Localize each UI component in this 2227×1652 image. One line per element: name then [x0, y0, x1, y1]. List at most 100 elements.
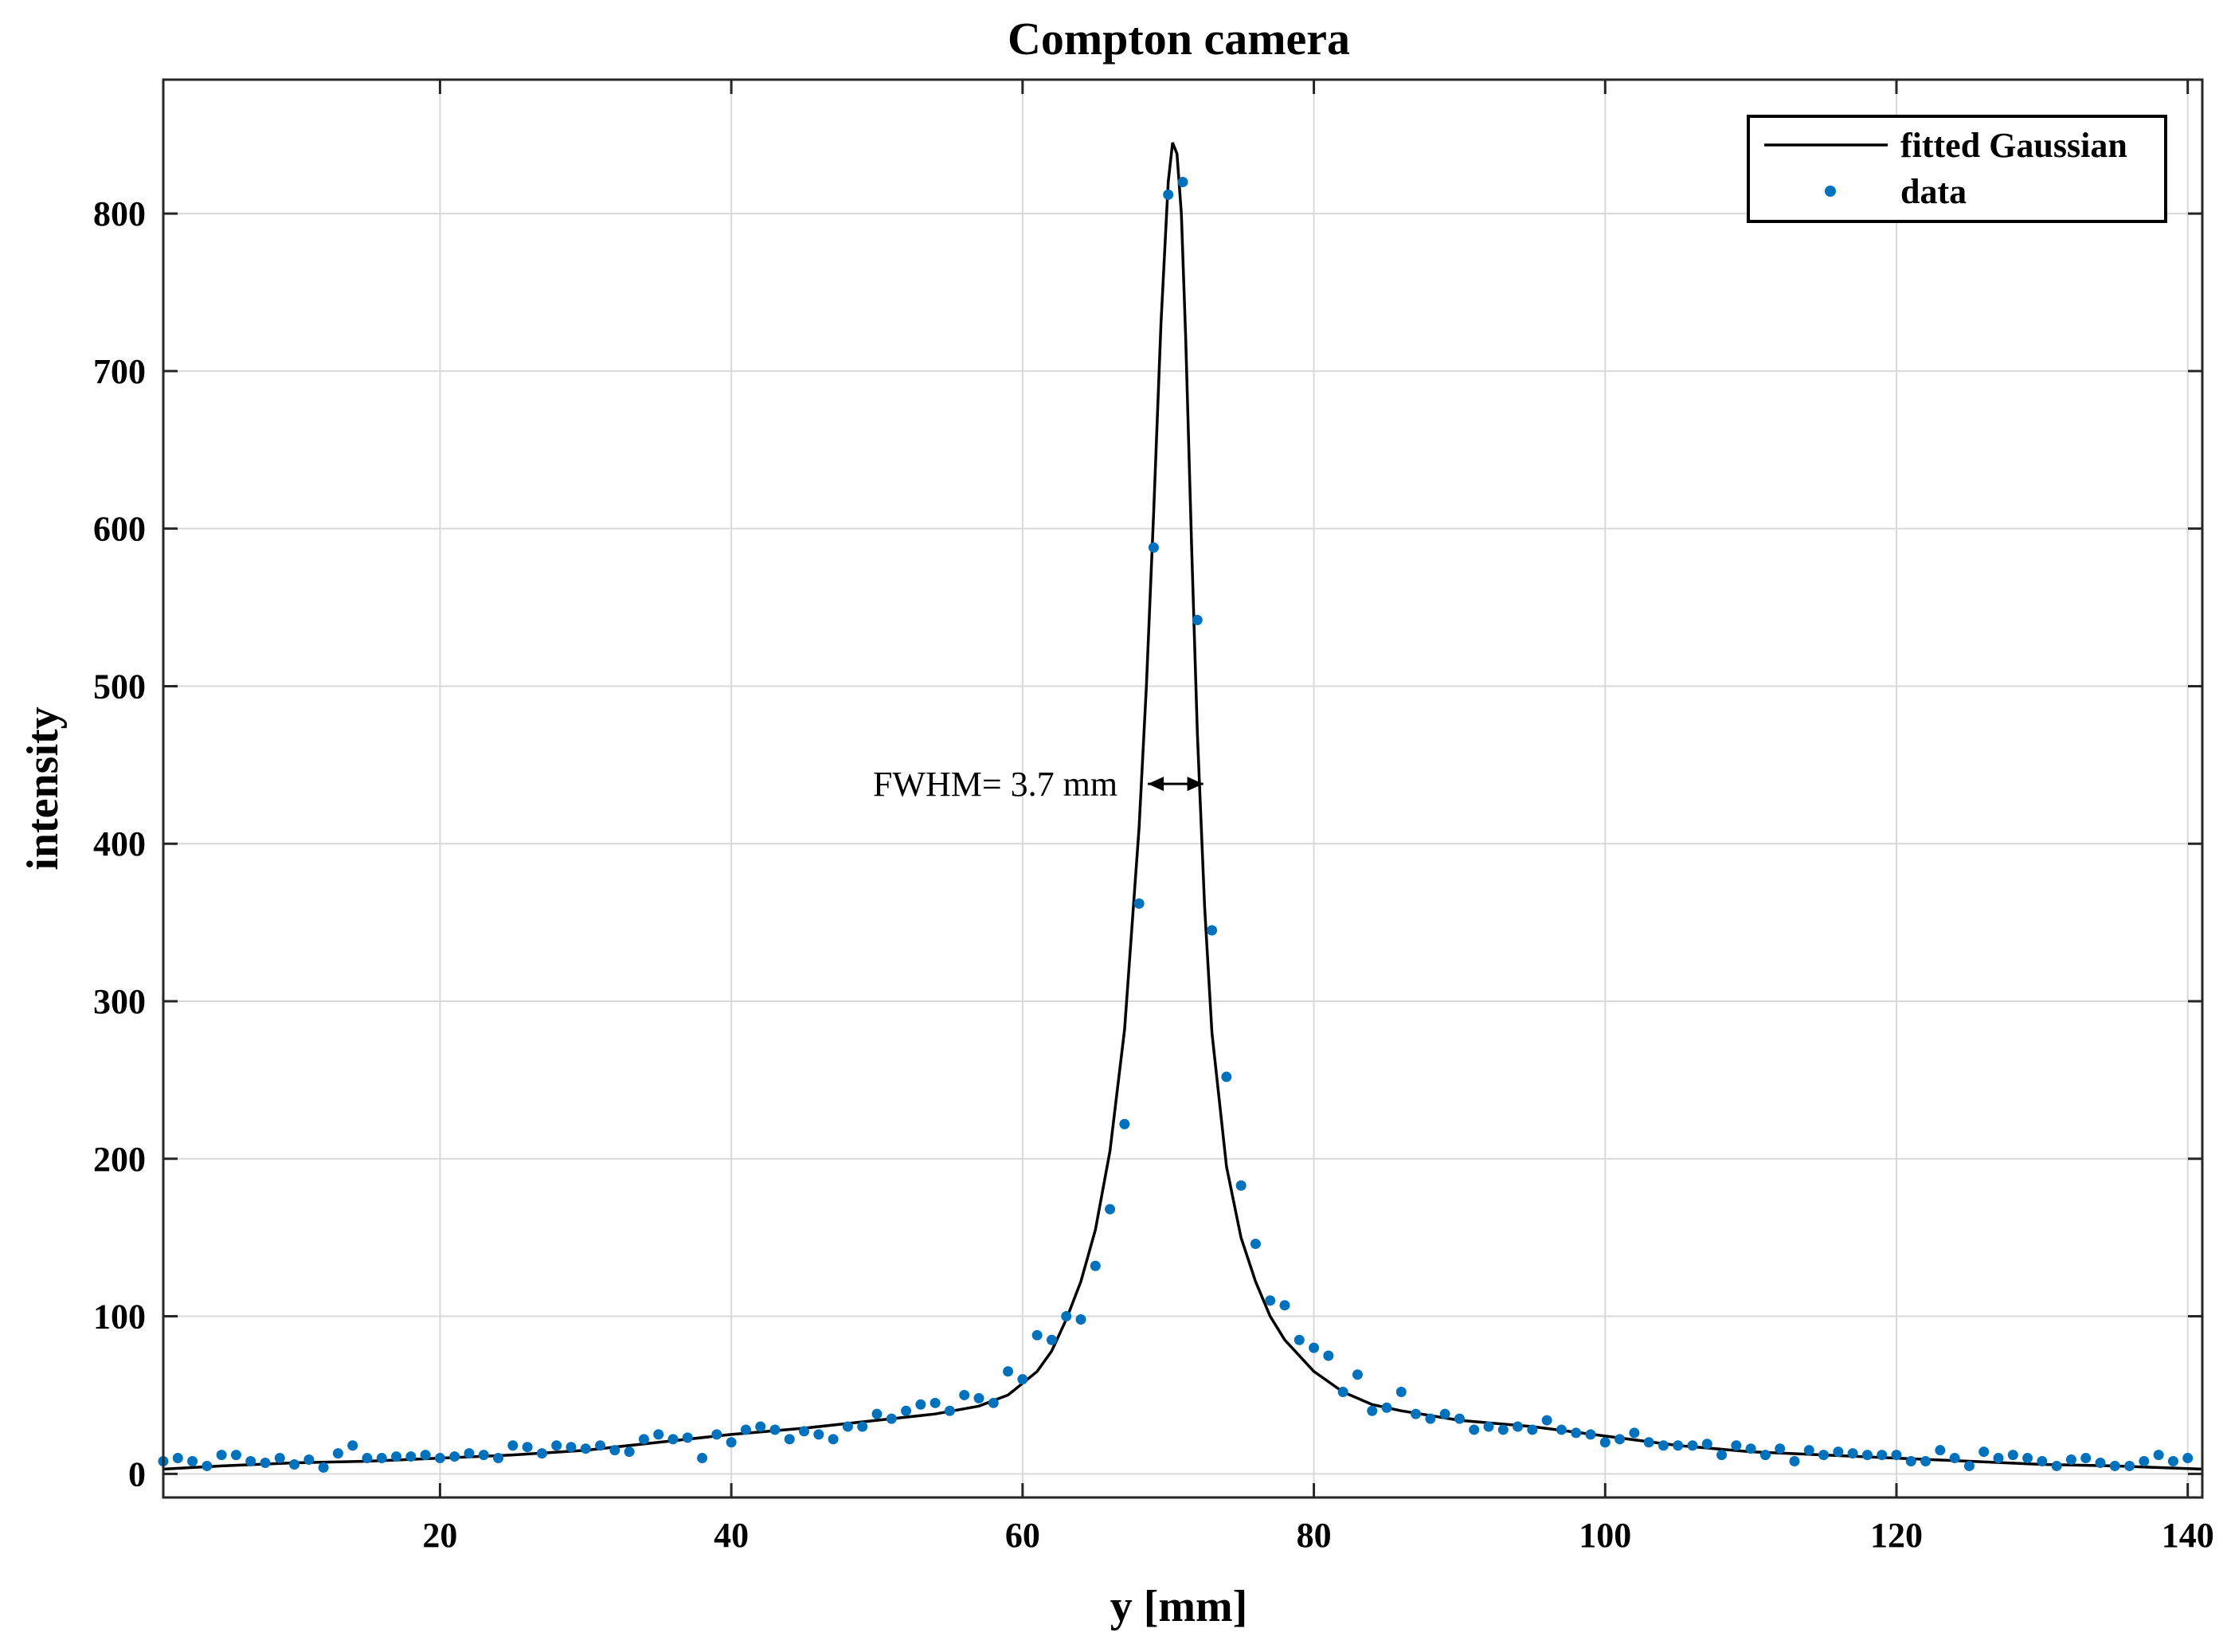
- data-point: [1061, 1311, 1072, 1322]
- y-tick-label: 100: [93, 1298, 146, 1337]
- y-tick-label: 400: [93, 824, 146, 863]
- data-point: [886, 1413, 897, 1424]
- y-tick-label: 300: [93, 982, 146, 1021]
- fwhm-label: FWHM= 3.7 mm: [873, 765, 1117, 804]
- data-point: [2037, 1456, 2048, 1467]
- data-point: [289, 1458, 300, 1470]
- data-point: [391, 1451, 402, 1462]
- data-point: [1556, 1424, 1567, 1435]
- data-point: [2153, 1450, 2164, 1461]
- data-point: [1745, 1443, 1756, 1454]
- data-point: [1789, 1456, 1800, 1467]
- data-point: [202, 1460, 213, 1471]
- data-point: [624, 1446, 635, 1458]
- data-point: [1731, 1440, 1742, 1451]
- data-point: [740, 1424, 751, 1435]
- data-point: [988, 1397, 999, 1408]
- x-axis-label: y [mm]: [1110, 1582, 1248, 1631]
- data-point: [1133, 898, 1145, 909]
- data-point: [1337, 1386, 1348, 1397]
- data-point: [1148, 542, 1159, 553]
- ticks-group: 20 40 60 80 100 120 140 0 100 200 300 400 500 600 700 8…: [93, 80, 2214, 1555]
- data-point: [2182, 1453, 2194, 1464]
- data-point: [303, 1454, 315, 1466]
- data-point: [2007, 1450, 2018, 1461]
- data-point: [260, 1457, 271, 1468]
- x-tick-label: 80: [1297, 1516, 1332, 1555]
- data-point: [682, 1432, 693, 1443]
- data-point: [245, 1456, 256, 1467]
- data-point: [2095, 1457, 2106, 1468]
- data-point: [187, 1456, 198, 1467]
- data-point: [959, 1389, 970, 1400]
- data-point: [653, 1429, 664, 1440]
- data-point: [449, 1451, 460, 1462]
- data-point: [1527, 1424, 1538, 1435]
- data-point: [784, 1434, 795, 1445]
- data-point: [1207, 925, 1218, 936]
- data-point: [522, 1442, 533, 1453]
- data-point: [318, 1462, 329, 1473]
- plot-area-border: [162, 78, 2204, 1499]
- data-point: [1003, 1366, 1014, 1377]
- data-point: [901, 1405, 912, 1416]
- data-point: [638, 1434, 649, 1445]
- data-point: [769, 1424, 781, 1435]
- data-point: [580, 1443, 591, 1454]
- x-tick-label: 40: [714, 1516, 749, 1555]
- data-point: [1759, 1450, 1771, 1461]
- data-point: [1847, 1448, 1858, 1459]
- data-point: [1585, 1429, 1596, 1440]
- y-tick-label: 200: [93, 1140, 146, 1179]
- data-points-group: [158, 177, 2194, 1473]
- data-point: [464, 1448, 475, 1459]
- fwhm-arrowhead-right: [1187, 777, 1204, 792]
- data-point: [536, 1448, 547, 1459]
- data-point: [507, 1440, 519, 1451]
- data-point: [1614, 1434, 1626, 1445]
- data-point: [1163, 189, 1174, 200]
- data-point: [332, 1448, 343, 1459]
- data-point: [973, 1392, 984, 1403]
- data-point: [1861, 1450, 1873, 1461]
- x-tick-label: 120: [1870, 1516, 1923, 1555]
- data-point: [1221, 1071, 1232, 1082]
- data-point: [566, 1442, 577, 1453]
- data-point: [1599, 1437, 1611, 1448]
- data-point: [1119, 1118, 1130, 1129]
- data-point: [609, 1445, 620, 1456]
- data-point: [1250, 1239, 1261, 1250]
- x-tick-label: 100: [1579, 1516, 1631, 1555]
- y-tick-label: 700: [93, 352, 146, 391]
- data-point: [230, 1450, 241, 1461]
- data-point: [871, 1408, 883, 1419]
- data-point: [1367, 1405, 1378, 1416]
- data-point: [1571, 1427, 1582, 1439]
- data-point: [1454, 1413, 1465, 1424]
- fwhm-annotation: FWHM= 3.7 mm: [873, 765, 1204, 804]
- data-point: [2124, 1460, 2135, 1471]
- data-point: [1395, 1386, 1407, 1397]
- data-point: [1439, 1408, 1450, 1419]
- data-point: [2109, 1460, 2120, 1471]
- data-point: [711, 1429, 722, 1440]
- data-point: [1643, 1437, 1654, 1448]
- data-point: [1031, 1329, 1043, 1341]
- fwhm-arrowhead-left: [1148, 777, 1164, 792]
- data-point: [551, 1440, 562, 1451]
- data-point: [1629, 1427, 1640, 1439]
- data-point: [2065, 1454, 2076, 1466]
- data-point: [1323, 1350, 1334, 1361]
- data-point: [799, 1426, 810, 1437]
- fit-line-group: [162, 142, 2203, 1471]
- data-point: [842, 1421, 853, 1432]
- data-point: [1935, 1445, 1946, 1456]
- legend-fit-label: fitted Gaussian: [1900, 126, 2127, 165]
- data-point: [1716, 1450, 1728, 1461]
- data-point: [755, 1421, 766, 1432]
- data-point: [405, 1451, 417, 1462]
- data-point: [915, 1399, 926, 1410]
- data-point: [2051, 1460, 2062, 1471]
- data-point: [857, 1421, 868, 1432]
